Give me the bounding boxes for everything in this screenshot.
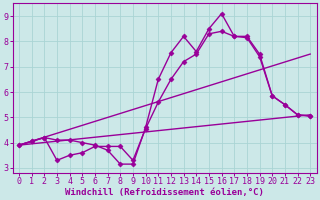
X-axis label: Windchill (Refroidissement éolien,°C): Windchill (Refroidissement éolien,°C) [65, 188, 264, 197]
